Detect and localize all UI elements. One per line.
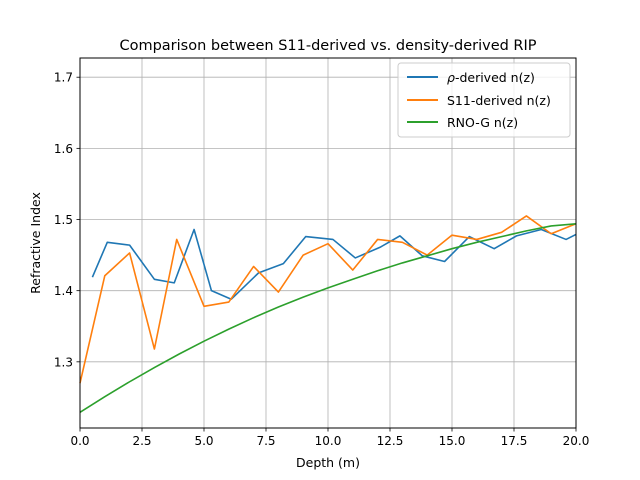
y-axis-label: Refractive Index [28, 192, 43, 294]
y-tick-label: 1.6 [54, 142, 73, 156]
x-tick-label: 12.5 [377, 434, 404, 448]
x-tick-label: 5.0 [194, 434, 213, 448]
legend-label-s11-derived: S11-derived n(z) [447, 93, 551, 108]
chart-title: Comparison between S11-derived vs. densi… [119, 38, 536, 54]
legend: ρ-derived n(z) S11-derived n(z) RNO-G n(… [397, 62, 571, 138]
x-tick-label: 0.0 [70, 434, 89, 448]
legend-item-rno-g: RNO-G n(z) [407, 115, 518, 130]
y-tick-label: 1.7 [54, 71, 73, 85]
gridlines [79, 58, 577, 428]
y-tick-label: 1.4 [54, 284, 73, 298]
series-layer [79, 215, 577, 414]
legend-label-rho-text: -derived n(z) [455, 70, 535, 85]
x-tick-label: 20.0 [563, 434, 590, 448]
x-axis-ticks: 0.0 2.5 5.0 7.5 10.0 12.5 15.0 17.5 20.0 [70, 428, 589, 448]
series-line-rno-g [79, 222, 577, 414]
y-tick-label: 1.3 [54, 355, 73, 369]
legend-label-rno-g: RNO-G n(z) [447, 115, 518, 130]
series-line-s11-derived [79, 215, 577, 384]
x-axis-label: Depth (m) [296, 455, 360, 470]
x-tick-label: 2.5 [132, 434, 151, 448]
legend-label-rho-symbol: ρ [447, 70, 455, 85]
y-tick-label: 1.5 [54, 213, 73, 227]
x-tick-label: 10.0 [315, 434, 342, 448]
legend-item-rho-derived: ρ-derived n(z) [407, 70, 535, 85]
x-tick-label: 7.5 [256, 434, 275, 448]
legend-frame [397, 62, 571, 138]
legend-label-rho-derived: ρ-derived n(z) [447, 70, 535, 85]
x-tick-label: 15.0 [439, 434, 466, 448]
legend-item-s11-derived: S11-derived n(z) [407, 93, 551, 108]
x-tick-label: 17.5 [501, 434, 528, 448]
y-axis-ticks: 1.3 1.4 1.5 1.6 1.7 [54, 71, 80, 369]
